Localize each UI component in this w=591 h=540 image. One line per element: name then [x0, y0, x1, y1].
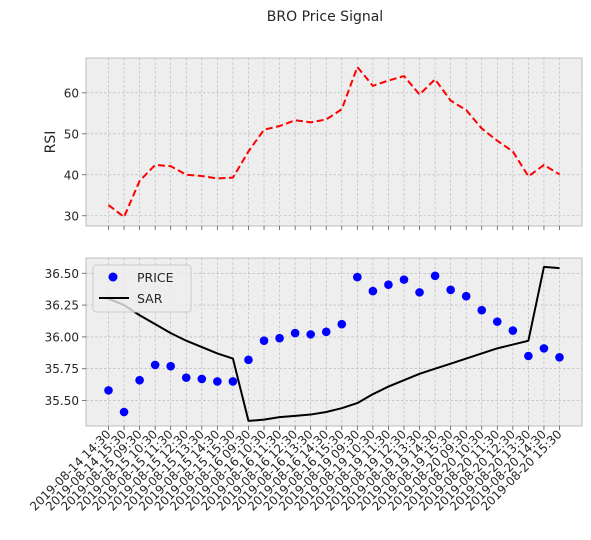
price-point	[555, 353, 564, 362]
price-point	[244, 356, 253, 365]
price-point	[306, 330, 315, 339]
price-point	[524, 352, 533, 361]
price-y-tick-label: 35.75	[45, 362, 79, 376]
rsi-panel: 30 40 50 60 RSI	[43, 58, 582, 230]
price-point	[182, 373, 191, 382]
price-point	[446, 286, 455, 295]
price-point	[151, 361, 160, 370]
price-panel: 35.50 35.75 36.00 36.25 36.50 2019-08-14 14:…	[27, 258, 582, 514]
price-point	[384, 280, 393, 289]
price-point	[104, 386, 113, 395]
price-point	[509, 326, 518, 335]
price-point	[260, 336, 269, 345]
price-point	[322, 328, 331, 337]
price-point	[229, 377, 238, 386]
price-point	[415, 288, 424, 297]
price-point	[120, 408, 129, 417]
price-point	[291, 329, 300, 338]
price-point	[337, 320, 346, 329]
price-point	[135, 376, 144, 385]
rsi-y-tick-label: 60	[64, 86, 79, 100]
price-point	[369, 287, 378, 296]
chart-title: BRO Price Signal	[267, 9, 383, 25]
price-point	[275, 334, 284, 343]
rsi-y-tick-label: 40	[64, 168, 79, 182]
rsi-y-axis-label: RSI	[43, 131, 59, 154]
legend-sar-label: SAR	[137, 291, 163, 306]
price-point	[198, 375, 207, 384]
price-point	[213, 377, 222, 386]
price-y-tick-label: 36.50	[45, 267, 79, 281]
price-point	[353, 273, 362, 282]
rsi-y-tick-label: 50	[64, 127, 79, 141]
price-point	[477, 306, 486, 315]
price-y-tick-label: 36.25	[45, 299, 79, 313]
price-point	[431, 272, 440, 281]
rsi-y-tick-label: 30	[64, 209, 79, 223]
legend-price-marker	[109, 273, 118, 282]
price-y-tick-label: 35.50	[45, 394, 79, 408]
price-point	[166, 362, 175, 371]
rsi-plot-area	[86, 58, 582, 226]
price-point	[493, 317, 502, 326]
legend: PRICE SAR	[93, 265, 191, 312]
legend-price-label: PRICE	[137, 270, 174, 285]
price-point	[540, 344, 549, 353]
price-point	[462, 292, 471, 301]
price-point	[400, 275, 409, 284]
price-y-tick-label: 36.00	[45, 330, 79, 344]
